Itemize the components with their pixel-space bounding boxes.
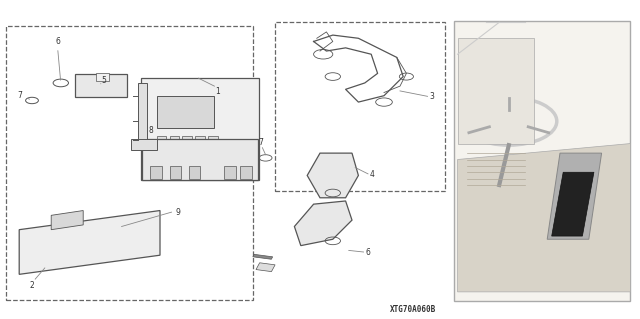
FancyBboxPatch shape [75, 74, 127, 97]
Polygon shape [19, 211, 160, 274]
Polygon shape [294, 201, 352, 246]
Text: 7: 7 [17, 91, 22, 100]
Text: 5: 5 [101, 76, 106, 85]
FancyBboxPatch shape [141, 78, 259, 180]
Bar [182, 136, 192, 142]
Bar [224, 166, 236, 179]
Text: 6: 6 [55, 37, 60, 46]
Polygon shape [552, 172, 594, 236]
Text: 9: 9 [176, 208, 181, 217]
Bar [253, 254, 273, 259]
Text: XTG70A060B: XTG70A060B [390, 305, 436, 314]
Text: 8: 8 [148, 126, 153, 135]
Polygon shape [547, 153, 602, 239]
Bar [256, 263, 275, 271]
Polygon shape [458, 144, 630, 292]
Text: 4: 4 [370, 170, 375, 179]
Bar [240, 166, 252, 179]
FancyBboxPatch shape [138, 83, 147, 140]
Bar [131, 139, 157, 150]
Polygon shape [307, 153, 358, 198]
Bar [170, 136, 179, 142]
Text: 6: 6 [365, 248, 371, 257]
FancyBboxPatch shape [454, 21, 630, 301]
Text: 3: 3 [429, 93, 435, 101]
Bar [150, 166, 162, 179]
Text: 2: 2 [29, 281, 35, 290]
Bar [170, 166, 181, 179]
Bar [195, 136, 205, 142]
Bar [96, 73, 109, 81]
FancyBboxPatch shape [157, 96, 214, 128]
Polygon shape [51, 211, 83, 230]
Text: 7: 7 [259, 138, 264, 147]
Bar [157, 136, 166, 142]
Circle shape [486, 110, 531, 132]
FancyBboxPatch shape [458, 38, 534, 144]
FancyBboxPatch shape [142, 139, 258, 180]
Text: 1: 1 [216, 87, 220, 96]
Bar [208, 136, 218, 142]
Bar [189, 166, 200, 179]
